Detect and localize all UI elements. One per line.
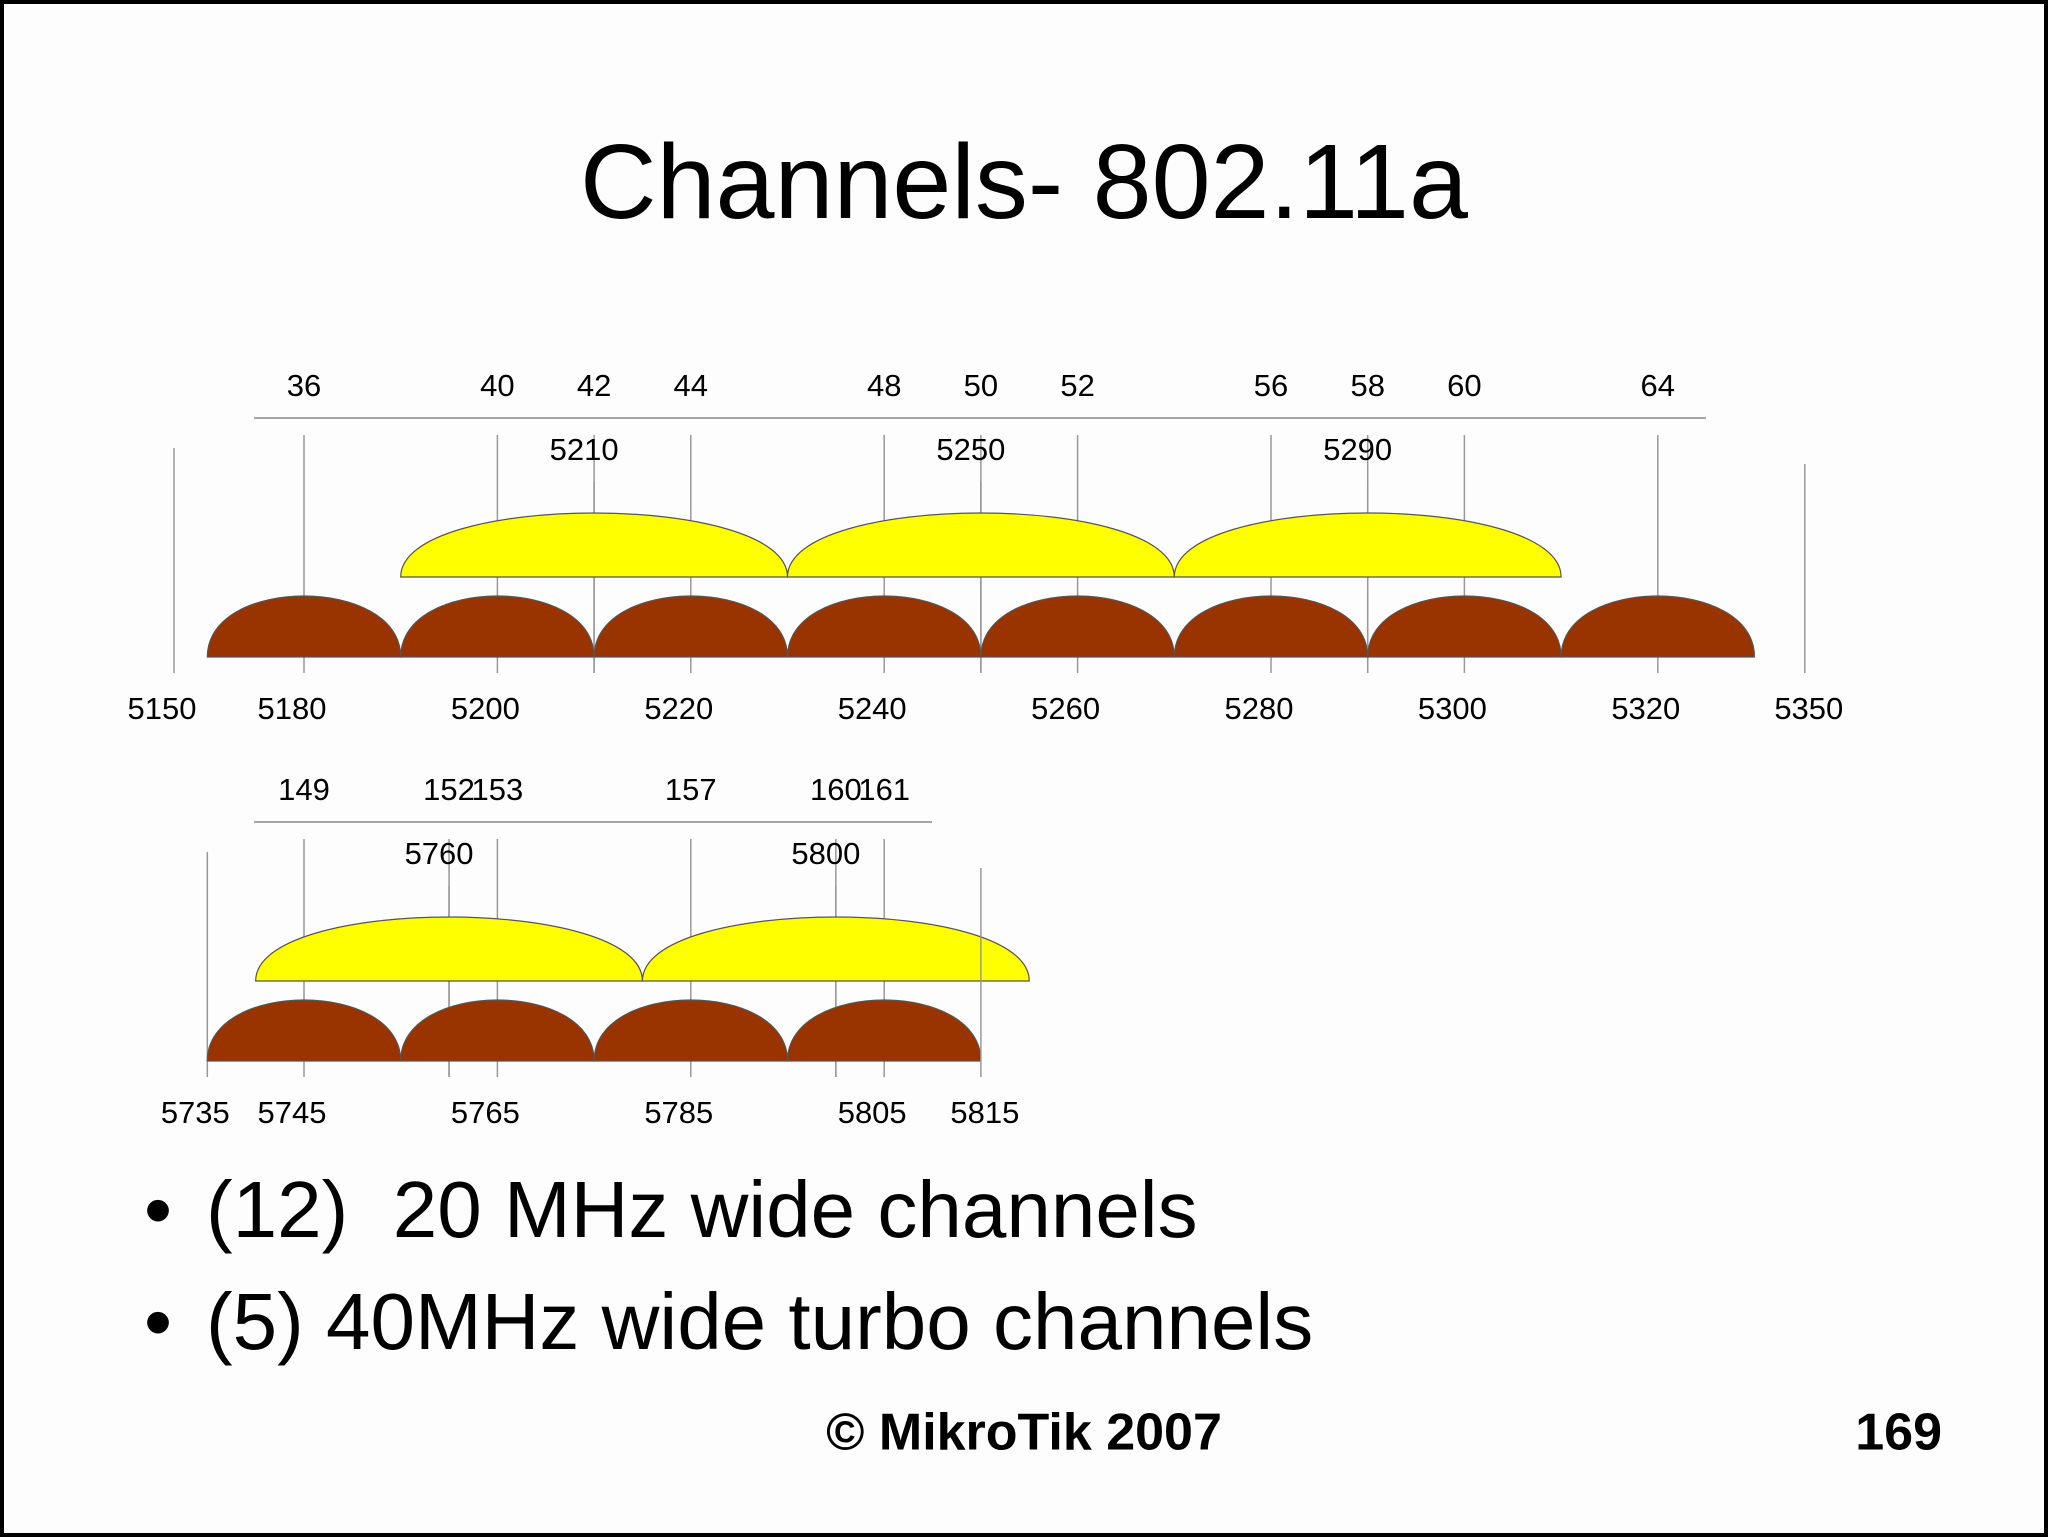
frequency-label: 5350	[1774, 691, 1843, 726]
bullet: (12) 20 MHz wide channels	[144, 1164, 1198, 1256]
channel-number: 161	[858, 772, 910, 807]
frequency-label: 5220	[644, 691, 713, 726]
turbo-center-label: 5290	[1323, 432, 1392, 467]
channel-lobe	[593, 999, 789, 1062]
frequency-label: 5150	[128, 691, 197, 726]
channel-lobe	[641, 916, 1030, 982]
frequency-label: 5260	[1031, 691, 1100, 726]
channel-lobe	[255, 916, 644, 982]
frequency-label: 5300	[1418, 691, 1487, 726]
channel-number: 44	[674, 368, 708, 403]
frequency-label: 5815	[950, 1095, 1019, 1130]
channel-lobe	[1560, 595, 1756, 658]
channel-number: 40	[480, 368, 514, 403]
turbo-center-label: 5210	[550, 432, 619, 467]
channel-number: 157	[665, 772, 717, 807]
bullet: (5) 40MHz wide turbo channels	[144, 1276, 1313, 1368]
channel-lobe	[400, 999, 595, 1062]
frequency-label: 5735	[161, 1095, 230, 1130]
frequency-label: 5240	[838, 691, 907, 726]
channel-number: 149	[278, 772, 330, 807]
frequency-label: 5805	[838, 1095, 907, 1130]
channel-lobe	[400, 512, 789, 578]
channel-lobe	[786, 512, 1175, 578]
channel-number: 152	[423, 772, 475, 807]
channel-number: 42	[577, 368, 611, 403]
channel-lobe	[400, 595, 595, 658]
channel-lobe	[786, 595, 982, 658]
channel-number: 56	[1254, 368, 1288, 403]
title: Channels- 802.11a	[580, 123, 1468, 241]
frequency-label: 5280	[1225, 691, 1294, 726]
frequency-label: 5180	[258, 691, 327, 726]
channel-number: 160	[810, 772, 862, 807]
channel-number: 52	[1060, 368, 1094, 403]
frequency-label: 5785	[644, 1095, 713, 1130]
channel-lobe	[593, 595, 789, 658]
channel-number: 48	[867, 368, 901, 403]
channel-number: 58	[1350, 368, 1384, 403]
footer: © MikroTik 2007	[826, 1404, 1222, 1462]
channel-lobe	[206, 999, 402, 1062]
frequency-label: 5765	[451, 1095, 520, 1130]
channel-lobe	[1173, 512, 1562, 578]
channel-lobe	[1367, 595, 1562, 658]
turbo-center-label: 5760	[405, 836, 474, 871]
channel-number: 50	[964, 368, 998, 403]
channel-lobe	[980, 595, 1175, 658]
turbo-center-label: 5800	[791, 836, 860, 871]
frequency-label: 5200	[451, 691, 520, 726]
channel-lobe	[786, 999, 982, 1062]
channel-number: 60	[1447, 368, 1481, 403]
turbo-center-label: 5250	[936, 432, 1005, 467]
frequency-label: 5320	[1611, 691, 1680, 726]
diagram: Channels- 802.11a © MikroTik 2007 169 36…	[128, 123, 1942, 1462]
channel-lobe	[1173, 595, 1369, 658]
channel-number: 36	[287, 368, 321, 403]
channel-lobe	[206, 595, 402, 658]
channel-number: 64	[1641, 368, 1675, 403]
frequency-label: 5745	[258, 1095, 327, 1130]
page-number: 169	[1855, 1404, 1942, 1462]
channel-number: 153	[472, 772, 524, 807]
